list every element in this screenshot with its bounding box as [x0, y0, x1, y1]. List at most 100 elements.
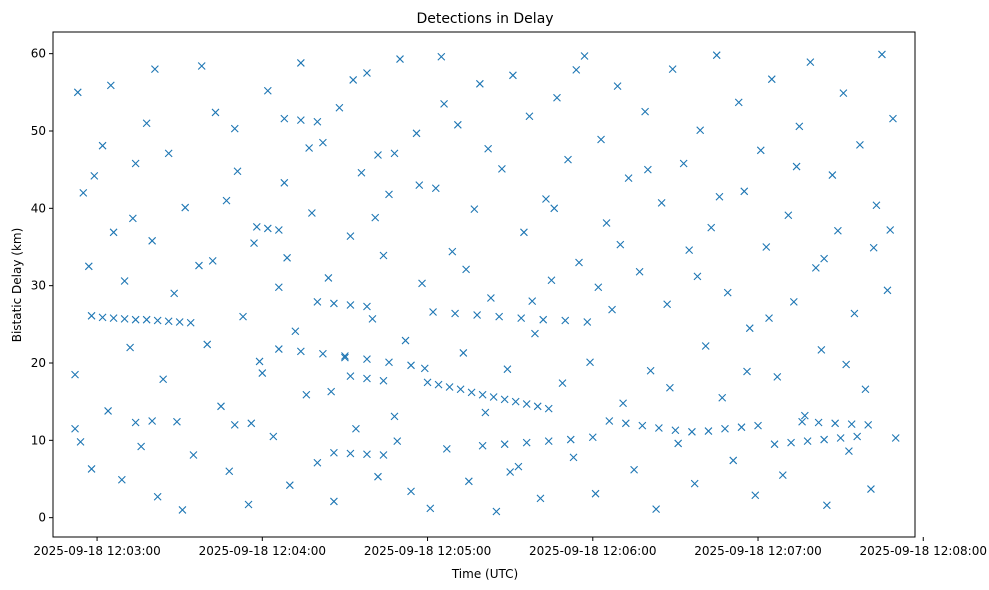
data-point-255: [462, 265, 470, 274]
y-tick-label-3: 30: [31, 279, 46, 293]
data-point-251: [371, 213, 380, 222]
data-point-229: [850, 309, 859, 318]
data-point-268: [765, 314, 773, 323]
data-point-66: [263, 224, 272, 233]
data-point-17: [420, 364, 429, 373]
data-point-53: [754, 421, 762, 430]
data-point-68: [313, 298, 322, 306]
data-point-252: [393, 437, 402, 445]
data-point-30: [429, 308, 437, 316]
data-point-7: [164, 317, 173, 326]
data-point-127: [285, 481, 294, 490]
data-point-228: [845, 447, 853, 456]
data-point-132: [313, 458, 322, 467]
data-point-4: [131, 315, 140, 324]
data-point-153: [431, 184, 440, 193]
data-point-42: [566, 435, 575, 444]
data-point-116: [222, 196, 231, 205]
data-point-238: [90, 171, 99, 180]
data-point-24: [489, 393, 498, 401]
data-point-149: [407, 487, 415, 496]
data-point-76: [346, 449, 355, 458]
data-point-25: [500, 395, 509, 404]
data-point-141: [363, 69, 371, 77]
data-point-74: [379, 376, 388, 385]
plot-frame: [52, 31, 916, 538]
data-point-57: [820, 435, 829, 444]
data-point-60: [798, 417, 806, 426]
data-point-169: [520, 228, 528, 237]
data-point-87: [247, 419, 256, 428]
data-point-105: [153, 492, 162, 501]
data-point-236: [889, 114, 897, 123]
data-point-250: [349, 76, 358, 84]
data-point-114: [208, 257, 217, 265]
data-point-184: [602, 219, 611, 227]
data-point-167: [509, 71, 517, 80]
x-tick-label-4: 2025-09-18 12:07:00: [694, 544, 821, 558]
y-tick-label-4: 40: [31, 201, 46, 215]
data-point-234: [878, 50, 886, 59]
data-point-10: [274, 345, 283, 353]
data-point-194: [657, 199, 666, 207]
x-tick-label-2: 2025-09-18 12:05:00: [364, 544, 491, 558]
data-point-65: [252, 222, 261, 231]
data-point-38: [478, 441, 487, 450]
data-point-50: [704, 427, 713, 435]
data-point-49: [688, 427, 696, 436]
data-point-178: [569, 453, 578, 462]
data-point-203: [707, 223, 716, 232]
data-point-200: [690, 479, 699, 488]
data-point-2: [109, 314, 118, 323]
data-point-59: [853, 432, 862, 441]
data-point-161: [475, 79, 484, 88]
data-point-185: [608, 305, 616, 314]
data-point-220: [800, 411, 809, 420]
data-point-245: [233, 167, 242, 176]
data-point-108: [170, 289, 179, 298]
data-point-54: [770, 440, 779, 449]
data-point-33: [495, 312, 504, 321]
data-point-88: [73, 88, 82, 97]
data-point-96: [104, 407, 112, 415]
data-point-84: [131, 418, 140, 427]
data-point-264: [666, 383, 674, 392]
data-points: [71, 50, 900, 516]
data-point-135: [330, 497, 338, 506]
data-point-14: [363, 355, 371, 364]
data-point-145: [385, 190, 393, 199]
y-axis-label: Bistatic Delay (km): [10, 228, 24, 343]
data-point-267: [743, 367, 751, 376]
data-point-175: [553, 93, 561, 102]
data-point-210: [745, 324, 754, 333]
data-point-34: [517, 314, 526, 323]
data-point-158: [459, 349, 468, 357]
data-point-79: [280, 114, 289, 123]
data-point-140: [357, 168, 366, 177]
data-point-219: [795, 122, 804, 131]
data-point-80: [296, 116, 305, 125]
data-point-120: [244, 500, 253, 509]
data-point-71: [363, 302, 371, 311]
data-point-81: [313, 117, 322, 126]
y-tick-label-2: 20: [31, 356, 46, 370]
data-point-22: [467, 388, 476, 397]
data-point-176: [558, 379, 567, 387]
data-point-21: [456, 385, 465, 394]
data-point-247: [283, 253, 291, 262]
data-point-86: [230, 420, 239, 429]
data-point-40: [522, 438, 531, 447]
data-point-139: [352, 424, 360, 433]
data-point-98: [117, 475, 126, 484]
data-point-147: [396, 55, 404, 63]
data-point-118: [230, 124, 239, 133]
data-point-111: [189, 451, 198, 459]
data-point-129: [296, 59, 305, 67]
data-point-183: [597, 135, 605, 144]
data-point-154: [437, 52, 446, 61]
data-point-52: [737, 423, 746, 432]
data-point-39: [500, 440, 509, 449]
data-point-85: [148, 417, 157, 425]
data-point-44: [605, 417, 614, 425]
data-point-69: [330, 299, 338, 308]
